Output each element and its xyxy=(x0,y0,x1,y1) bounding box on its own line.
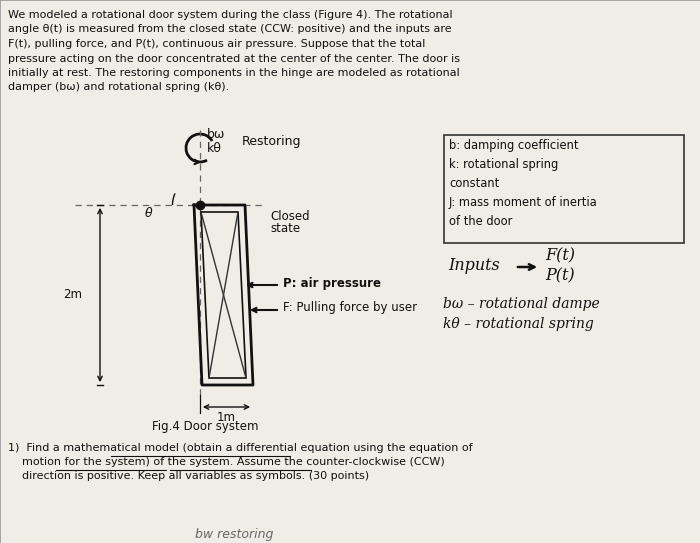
Text: angle θ(t) is measured from the closed state (CCW: positive) and the inputs are: angle θ(t) is measured from the closed s… xyxy=(8,24,452,35)
Text: Fig.4 Door system: Fig.4 Door system xyxy=(152,420,258,433)
Text: bω: bω xyxy=(207,128,225,141)
Text: 1)  Find a mathematical model (obtain a differential equation using the equation: 1) Find a mathematical model (obtain a d… xyxy=(8,443,472,453)
Text: bω – rotational dampe: bω – rotational dampe xyxy=(443,297,600,311)
Text: We modeled a rotational door system during the class (Figure 4). The rotational: We modeled a rotational door system duri… xyxy=(8,10,453,20)
Text: Restoring: Restoring xyxy=(242,135,302,148)
Text: 2m: 2m xyxy=(63,288,82,301)
Text: initially at rest. The restoring components in the hinge are modeled as rotation: initially at rest. The restoring compone… xyxy=(8,68,460,78)
Text: P: air pressure: P: air pressure xyxy=(283,276,381,289)
Text: kθ – rotational spring: kθ – rotational spring xyxy=(443,317,594,331)
Text: P(t): P(t) xyxy=(545,267,575,284)
Text: bw restoring: bw restoring xyxy=(195,528,274,541)
Text: direction is positive. Keep all variables as symbols. (30 points): direction is positive. Keep all variable… xyxy=(8,471,369,481)
Text: state: state xyxy=(270,222,300,235)
Text: θ: θ xyxy=(145,207,153,220)
FancyBboxPatch shape xyxy=(444,135,684,243)
Text: pressure acting on the door concentrated at the center of the center. The door i: pressure acting on the door concentrated… xyxy=(8,54,460,64)
Text: kθ: kθ xyxy=(207,142,222,155)
Text: Closed: Closed xyxy=(270,210,309,223)
Text: F(t): F(t) xyxy=(545,247,575,264)
Text: Inputs: Inputs xyxy=(448,257,500,274)
Text: damper (bω) and rotational spring (kθ).: damper (bω) and rotational spring (kθ). xyxy=(8,83,230,92)
Text: F(t), pulling force, and P(t), continuous air pressure. Suppose that the total: F(t), pulling force, and P(t), continuou… xyxy=(8,39,426,49)
Text: 1m: 1m xyxy=(217,411,236,424)
Text: b: damping coefficient
k: rotational spring
constant
J: mass moment of inertia
o: b: damping coefficient k: rotational spr… xyxy=(449,139,598,228)
Text: F: Pulling force by user: F: Pulling force by user xyxy=(283,301,417,314)
Text: motion for the system) of the system. Assume the counter-clockwise (CCW): motion for the system) of the system. As… xyxy=(8,457,444,467)
